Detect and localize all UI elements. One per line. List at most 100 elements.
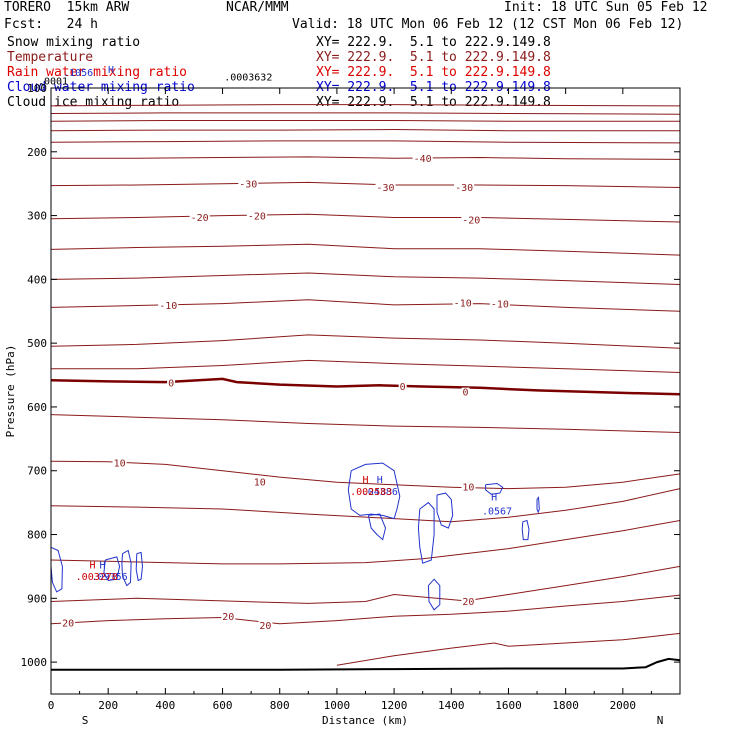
temperature-label-0: -40: [414, 154, 432, 165]
temperature-contour-18: [50, 565, 681, 604]
y-tick-label-1: 200: [27, 146, 47, 159]
x-tick-label-5: 1000: [324, 699, 351, 712]
cloud-water-label-5: .09356: [92, 572, 128, 583]
ground-surface: [51, 657, 681, 671]
cloud-water-label-0: H: [377, 475, 383, 486]
temperature-label-19: 20: [462, 597, 474, 608]
temperature-contour-14: [50, 414, 681, 433]
x-tick-label-3: 600: [213, 699, 233, 712]
cloud-water-contour-4: [485, 482, 504, 495]
forecast-hour: Fcst: 24 h: [4, 17, 98, 32]
temperature-label-bg-8: [452, 298, 473, 310]
x-tick-label-0: 0: [48, 699, 55, 712]
south-label: S: [82, 714, 89, 727]
temperature-label-bg-0: [412, 154, 433, 166]
x-tick-label-7: 1400: [438, 699, 465, 712]
temperature-label-bg-7: [158, 300, 179, 312]
cloud-water-contour-2: [417, 501, 435, 564]
legend-xy-snow: XY= 222.9. 5.1 to 222.9.149.8: [316, 35, 551, 50]
legend-label-temperature: Temperature: [7, 50, 94, 65]
y-tick-label-8: 900: [27, 592, 47, 605]
cloud-water-contour-6: [536, 496, 540, 514]
temperature-contour-4: [50, 140, 681, 144]
temperature-label-bg-12: [461, 387, 470, 399]
temperature-label-bg-2: [375, 182, 396, 194]
temperature-contour-9: [50, 272, 681, 285]
rain-label-2: H: [89, 561, 95, 572]
temperature-contour-0: [50, 104, 681, 107]
north-label: N: [657, 714, 664, 727]
cloud-water-label-6: .1056: [63, 68, 93, 79]
valid-time: Valid: 18 UTC Mon 06 Feb 12 (12 CST Mon …: [292, 17, 684, 32]
cloud-water-contours: [50, 462, 540, 611]
x-tick-label-4: 800: [270, 699, 290, 712]
temperature-label-13: 10: [114, 458, 126, 469]
rain-label-1: .002583: [350, 487, 392, 498]
temperature-contour-6: [50, 181, 681, 188]
temperature-label-18: 20: [259, 621, 271, 632]
temperature-label-bg-14: [252, 477, 267, 489]
temperature-label-2: -30: [376, 183, 394, 194]
rain-label-3: .003278: [76, 572, 118, 583]
temperature-label-14: 10: [254, 478, 266, 489]
cloud-water-contour-3: [436, 492, 454, 529]
temperature-label-bg-15: [461, 482, 476, 494]
legend-xy-rain: XY= 222.9. 5.1 to 222.9.149.8: [316, 65, 551, 80]
temperature-label-bg-13: [112, 458, 127, 470]
x-tick-label-9: 1800: [552, 699, 579, 712]
cloud-water-contour-10: [135, 551, 144, 582]
temperature-label-12: 0: [463, 388, 469, 399]
y-tick-label-0: 100: [27, 82, 47, 95]
x-tick-label-10: 2000: [610, 699, 637, 712]
y-tick-label-7: 800: [27, 529, 47, 542]
temperature-contour-3: [50, 128, 680, 132]
temperature-label-bg-19: [461, 596, 476, 608]
cloud-water-label-4: H: [99, 561, 105, 572]
x-tick-label-1: 200: [98, 699, 118, 712]
temperature-label-bg-17: [221, 612, 236, 624]
temperature-label-bg-6: [461, 215, 482, 227]
temperature-contour-11: [50, 334, 681, 349]
temperature-label-17: 20: [222, 612, 234, 623]
x-tick-label-6: 1200: [381, 699, 408, 712]
temperature-label-6: -20: [462, 215, 480, 226]
temperature-label-16: 20: [62, 619, 74, 630]
contour-labels: -40 -30 -30 -30 -20 -20 -20 -10 -10 -10 0 0 0 10 10 10 2…: [38, 65, 512, 633]
temperature-contour-1: [50, 112, 681, 115]
temperature-label-bg-3: [454, 182, 475, 194]
cloud-water-label-1: .04386: [362, 487, 398, 498]
init-time: Init: 18 UTC Sun 05 Feb 12: [504, 0, 708, 15]
temperature-label-9: -10: [491, 300, 509, 311]
cloud-water-contour-11: [103, 556, 121, 582]
temperature-contour-2: [50, 120, 680, 122]
temperature-contours: [50, 104, 681, 666]
temperature-contour-16: [50, 488, 681, 523]
temperature-contour-19: [50, 594, 681, 625]
y-tick-label-9: 1000: [21, 656, 48, 669]
temperature-label-bg-10: [167, 378, 176, 390]
cloud-water-contour-5: [521, 519, 530, 541]
temperature-label-bg-9: [489, 299, 510, 311]
temperature-label-8: -10: [454, 298, 472, 309]
temperature-contour-12: [51, 359, 681, 373]
temperature-label-bg-16: [61, 618, 76, 630]
cloud-water-contour-1: [367, 513, 387, 541]
legend-xy-cloud-ice: XY= 222.9. 5.1 to 222.9.149.8: [316, 95, 551, 110]
cloud-water-contour-7: [427, 578, 441, 611]
temperature-label-11: 0: [400, 382, 406, 393]
y-tick-label-6: 700: [27, 465, 47, 478]
temperature-label-7: -10: [159, 301, 177, 312]
center-title: NCAR/MMM: [226, 0, 289, 15]
y-tick-label-4: 500: [27, 337, 47, 350]
y-tick-label-3: 400: [27, 273, 47, 286]
temperature-contour-5: [51, 156, 681, 160]
temperature-label-3: -30: [455, 183, 473, 194]
cloud-water-label-3: .0567: [482, 506, 512, 517]
x-tick-label-8: 1600: [495, 699, 522, 712]
temperature-contour-10: [50, 299, 681, 312]
temperature-contour-15: [50, 460, 681, 490]
y-tick-label-5: 600: [27, 401, 47, 414]
temperature-label-5: -20: [248, 212, 266, 223]
temperature-contour-20: [336, 632, 681, 666]
